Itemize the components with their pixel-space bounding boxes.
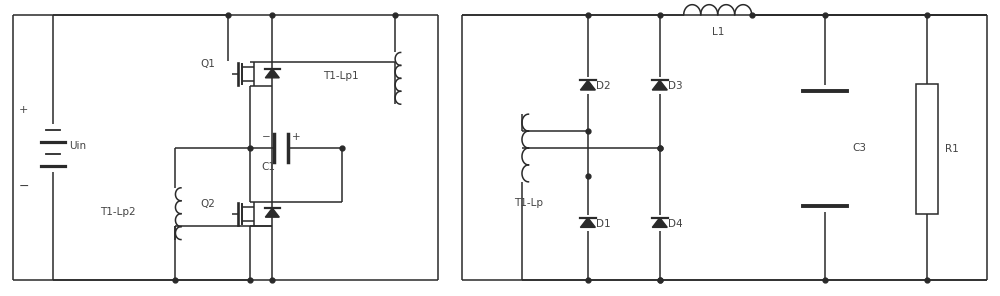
- Text: +: +: [19, 105, 28, 115]
- Text: +: +: [292, 132, 301, 142]
- Text: D1: D1: [596, 219, 610, 229]
- Polygon shape: [265, 69, 279, 78]
- Text: D2: D2: [596, 81, 610, 91]
- Text: C3: C3: [853, 144, 867, 154]
- Text: T1-Lp1: T1-Lp1: [323, 71, 359, 81]
- Polygon shape: [652, 218, 667, 227]
- Text: D3: D3: [668, 81, 682, 91]
- Text: Q1: Q1: [200, 59, 215, 69]
- Polygon shape: [652, 80, 667, 90]
- Text: −: −: [262, 132, 271, 142]
- Text: −: −: [19, 180, 29, 193]
- Polygon shape: [580, 218, 595, 227]
- Text: T1-Lp: T1-Lp: [514, 198, 543, 208]
- Text: C1: C1: [261, 162, 275, 172]
- Bar: [916, 84, 938, 214]
- Text: R1: R1: [945, 144, 959, 154]
- Text: D4: D4: [668, 219, 682, 229]
- Text: T1-Lp2: T1-Lp2: [101, 207, 136, 217]
- Text: Q2: Q2: [200, 199, 215, 209]
- Text: L1: L1: [712, 27, 724, 36]
- Polygon shape: [580, 80, 595, 90]
- Text: Uin: Uin: [70, 141, 87, 151]
- Polygon shape: [265, 208, 279, 217]
